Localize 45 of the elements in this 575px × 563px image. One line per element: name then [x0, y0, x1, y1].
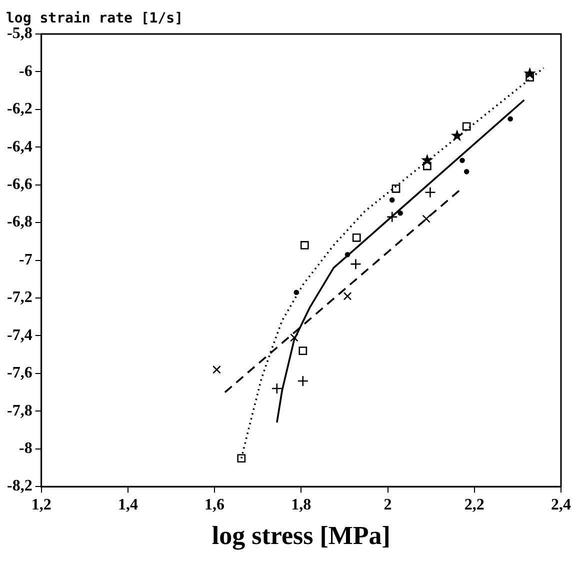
point [298, 346, 308, 356]
point [460, 158, 465, 163]
point [422, 214, 431, 223]
y-tick-label: -8 [19, 440, 32, 458]
y-tick-label: -7 [19, 251, 32, 268]
point [386, 211, 398, 223]
y-tick-label: -7,8 [7, 402, 32, 420]
point [297, 375, 309, 387]
point [508, 116, 513, 122]
y-tick-label: -8,2 [7, 478, 32, 495]
point [450, 129, 464, 142]
y-tick-label: -7,4 [7, 326, 32, 344]
point [524, 67, 536, 79]
x-tick-label: 2,4 [551, 496, 571, 514]
y-tick-label: -7,6 [7, 364, 32, 382]
y-tick-label: -6,2 [7, 100, 32, 118]
point [350, 258, 362, 270]
y-axis-title: log strain rate [1/s] [6, 10, 184, 27]
point [421, 154, 434, 166]
point [389, 197, 395, 203]
x-tick-label: 1,8 [291, 496, 312, 514]
point [271, 382, 283, 394]
x-tick-label: 2,2 [464, 496, 484, 514]
x-tick-label: 2 [384, 496, 392, 514]
point [300, 241, 309, 250]
point [464, 169, 470, 174]
x-tick-label: 1,4 [118, 496, 138, 514]
y-tick-label: -6,6 [7, 176, 32, 194]
y-tick-label: -5,8 [7, 25, 32, 42]
point [462, 122, 471, 131]
point [290, 333, 298, 342]
point [237, 454, 246, 462]
point [398, 210, 403, 216]
x-axis-title: log stress [MPa] [212, 521, 390, 550]
y-tick-label: -6 [19, 62, 32, 80]
x-tick-label: 1,6 [204, 496, 225, 514]
point [352, 233, 361, 242]
y-tick-label: -7,2 [7, 289, 32, 306]
x-tick-label: 1,2 [31, 496, 52, 514]
y-tick-label: -6,4 [7, 138, 32, 156]
point [392, 184, 400, 193]
point [343, 292, 352, 300]
y-tick-label: -6,8 [7, 214, 32, 231]
point [212, 365, 221, 374]
point [424, 186, 436, 198]
